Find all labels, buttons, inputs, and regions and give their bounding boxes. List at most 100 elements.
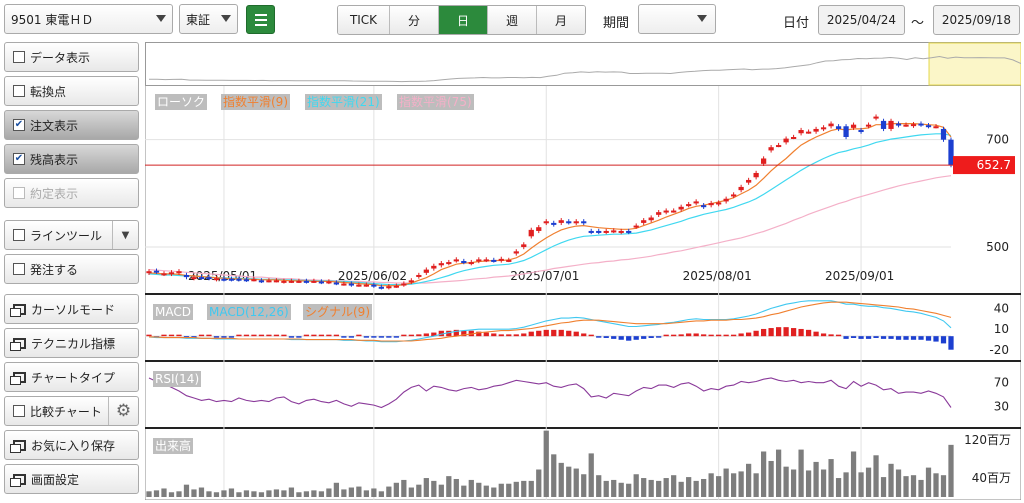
list-icon [255, 19, 267, 21]
candle-body [303, 280, 310, 283]
volume-bar [423, 478, 429, 497]
volume-bar [318, 491, 325, 497]
range-select[interactable] [638, 4, 716, 34]
macd-histogram-bar [386, 336, 392, 338]
candle-body [918, 123, 924, 126]
date-from-input[interactable]: 2025/04/24 [818, 5, 905, 35]
volume-bar [708, 473, 714, 497]
macd-histogram-bar [251, 334, 257, 337]
macd-histogram-bar [326, 334, 332, 337]
navigator-line [148, 55, 1022, 83]
candle-body [393, 285, 399, 288]
macd-histogram-bar [341, 336, 347, 338]
candle-body [461, 261, 467, 264]
list-icon [255, 14, 267, 16]
symbol-select-value: 9501 東電ＨＤ [11, 12, 94, 27]
macd-histogram-bar [356, 334, 362, 337]
volume-bar [865, 467, 872, 497]
toggle-compare-chart[interactable]: 比較チャート ⚙ [4, 396, 139, 426]
market-select[interactable]: 東証 [179, 4, 238, 34]
volume-bar [753, 473, 759, 497]
candle-body [948, 139, 954, 166]
cursor-mode-button[interactable]: カーソルモード [4, 294, 139, 324]
macd-histogram-bar [746, 332, 752, 337]
volume-bar [191, 489, 197, 497]
volume-bar [768, 460, 774, 497]
candle-body [910, 124, 917, 127]
compare-settings-button[interactable]: ⚙ [108, 397, 138, 425]
y-tick-label: 500 [986, 240, 1009, 254]
volume-bar [393, 482, 399, 497]
volume-bar [805, 470, 812, 497]
list-view-button[interactable] [246, 5, 275, 34]
volume-bar [461, 485, 467, 497]
macd-histogram-bar [731, 334, 737, 337]
macd-histogram-bar [168, 334, 175, 337]
toggle-balance-display[interactable]: ✔ 残高表示 [4, 144, 139, 174]
volume-bar [723, 468, 729, 497]
macd-histogram-bar [768, 328, 774, 337]
macd-histogram-bar [236, 334, 242, 337]
date-to-input[interactable]: 2025/09/18 [933, 5, 1020, 35]
tab-week[interactable]: 週 [488, 6, 537, 34]
volume-bar [258, 492, 265, 497]
tab-minute[interactable]: 分 [390, 6, 439, 34]
macd-histogram-bar [678, 334, 684, 337]
candle-body [468, 262, 474, 265]
screen-settings-button[interactable]: 画面設定 [4, 464, 139, 494]
candle-body [371, 284, 377, 287]
candle-body [708, 203, 714, 206]
volume-bar [176, 491, 182, 497]
macd-histogram-bar [206, 334, 212, 337]
candle-body [873, 116, 879, 119]
volume-bar [940, 475, 947, 497]
candle-body [775, 145, 782, 148]
volume-bar [543, 430, 549, 497]
candle-body [146, 271, 152, 274]
candle-body [243, 279, 250, 282]
toggle-data-display[interactable]: データ表示 [4, 42, 139, 72]
macd-histogram-bar [438, 330, 444, 337]
candle-body [153, 270, 160, 273]
candle-body [903, 124, 909, 127]
candle-body [356, 284, 362, 287]
technical-indicator-button[interactable]: テクニカル指標 [4, 328, 139, 358]
tab-month[interactable]: 月 [537, 6, 585, 34]
macd-histogram-bar [393, 336, 399, 338]
chart-area[interactable]: 2025/05/01 2025/06/02 2025/07/01 2025/08/01… [144, 41, 1022, 501]
checkbox-icon [13, 263, 25, 275]
range-label: 期間 [603, 16, 630, 31]
toggle-order-display[interactable]: ✔ 注文表示 [4, 110, 139, 140]
sidebar-item-label: カーソルモード [31, 302, 116, 317]
candle-body [850, 124, 857, 128]
save-favorite-button[interactable]: お気に入り保存 [4, 430, 139, 460]
macd-histogram-bar [183, 336, 190, 338]
candle-body [408, 280, 414, 283]
macd-histogram-bar [536, 330, 542, 337]
macd-histogram-bar [348, 336, 354, 338]
toggle-place-order[interactable]: 発注する [4, 254, 139, 284]
volume-bar [536, 469, 542, 497]
macd-histogram-bar [423, 333, 429, 337]
candle-body [281, 280, 287, 283]
volume-bar [843, 472, 849, 497]
line-tool-dropdown-button[interactable]: ▼ [112, 221, 138, 249]
volume-bar [236, 492, 242, 497]
ema75-line [148, 175, 952, 284]
signal-line [149, 301, 952, 342]
candle-body [633, 225, 639, 228]
tab-tick[interactable]: TICK [338, 6, 390, 34]
date-label: 日付 [783, 16, 810, 31]
candle-body [618, 230, 624, 233]
candle-body [588, 230, 594, 233]
chart-canvas[interactable]: 2025/05/01 2025/06/02 2025/07/01 2025/08/01… [144, 41, 1022, 501]
symbol-select[interactable]: 9501 東電ＨＤ [4, 4, 173, 34]
toggle-line-tool[interactable]: ラインツール ▼ [4, 220, 139, 250]
volume-bar [671, 475, 677, 497]
volume-bar [206, 491, 212, 497]
candle-body [363, 284, 369, 287]
tab-day[interactable]: 日 [439, 6, 488, 34]
chart-type-button[interactable]: チャートタイプ [4, 362, 139, 392]
macd-histogram-bar [805, 329, 812, 337]
toggle-turning-point[interactable]: 転換点 [4, 76, 139, 106]
